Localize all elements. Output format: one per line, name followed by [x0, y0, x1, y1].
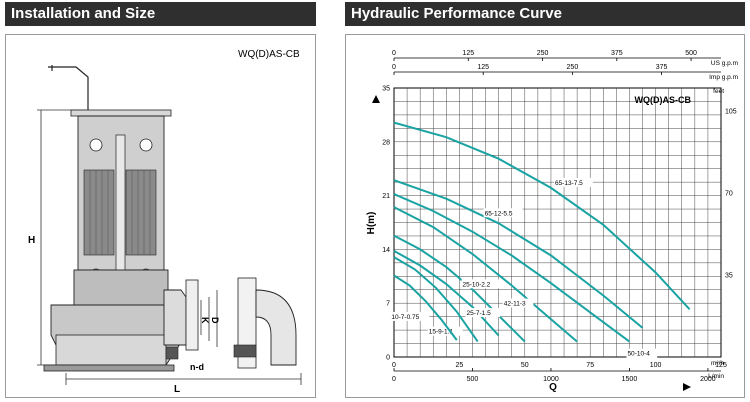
chart-series: 65-13-7.5 65-12-5.5 50-10-4 42-11-3 25-10-2.… [390, 121, 691, 358]
dim-label-n-d: n-d [190, 362, 204, 372]
performance-curve-25-10-2.2 [393, 234, 526, 343]
x-tick-label: 0 [392, 362, 396, 369]
chart-title: WQ(D)AS-CB [635, 95, 692, 105]
chart-axes: 0 25 50 75 100 125 0 500 1000 1500 2000 0 125 250 375 5… [382, 50, 750, 383]
dim-label-k: K [200, 317, 210, 324]
x-tick-label: 50 [521, 362, 529, 369]
y-unit-feet: feet [713, 88, 724, 95]
x-tick-label: 25 [456, 362, 464, 369]
x-axis-arrow [683, 383, 691, 391]
y-tick-label: 35 [382, 86, 390, 93]
y-tick-label: 28 [382, 139, 390, 146]
x-unit-m3h: m³/h [711, 360, 724, 367]
curve-label-25-10-2.2: 25-10-2.2 [462, 281, 490, 288]
curve-label-42-11-3: 42-11-3 [504, 301, 526, 308]
dim-label-h: H [28, 235, 35, 246]
x-tick-label: 75 [586, 362, 594, 369]
curve-label-15-9-1.1: 15-9-1.1 [429, 329, 454, 336]
curve-label-10-7-0.75: 10-7-0.75 [391, 314, 419, 321]
curve-label-background [626, 348, 658, 358]
installation-panel-title: Installation and Size [5, 2, 316, 26]
us-gpm-tick-label: 0 [392, 50, 396, 57]
curve-label-background [553, 177, 593, 187]
dim-label-d: D [210, 317, 220, 324]
performance-curve-65-13-7.5 [393, 121, 691, 310]
y-axis-label: H(m) [366, 212, 377, 235]
performance-panel-title: Hydraulic Performance Curve [345, 2, 745, 26]
x-unit-us-gpm: US g.p.m [711, 60, 738, 67]
x-tick-label: 125 [715, 362, 727, 369]
lmin-tick-label: 1000 [543, 376, 559, 383]
x-tick-label: 100 [650, 362, 662, 369]
feet-tick-label: 70 [725, 191, 733, 198]
y-tick-label: 21 [382, 193, 390, 200]
imp-gpm-tick-label: 250 [567, 64, 579, 71]
curve-label-background [390, 311, 430, 321]
curve-label-50-10-4: 50-10-4 [627, 351, 650, 358]
performance-curve-65-12-5.5 [393, 179, 644, 329]
performance-curve-50-10-4 [393, 193, 630, 343]
imp-gpm-tick-label: 0 [392, 64, 396, 71]
performance-chart-panel: 0 25 50 75 100 125 0 500 1000 1500 2000 0 125 250 375 5… [345, 34, 750, 398]
us-gpm-tick-label: 250 [537, 50, 549, 57]
performance-curve-42-11-3 [393, 206, 578, 343]
performance-curve-15-9-1.1 [393, 256, 479, 343]
imp-gpm-tick-label: 125 [477, 64, 489, 71]
curve-label-background [427, 326, 463, 336]
performance-curve-10-7-0.75 [393, 274, 458, 341]
curve-label-25-7-1.5: 25-7-1.5 [466, 310, 491, 317]
curve-label-background [465, 308, 501, 318]
us-gpm-tick-label: 125 [462, 50, 474, 57]
curve-label-background [461, 279, 501, 289]
dim-label-l: L [174, 384, 180, 395]
lmin-tick-label: 0 [392, 376, 396, 383]
drawing-model-label: WQ(D)AS-CB [238, 49, 300, 60]
lmin-tick-label: 2000 [700, 376, 716, 383]
x-axis-label: Q [549, 382, 557, 393]
chart-grid [393, 87, 722, 358]
us-gpm-tick-label: 375 [611, 50, 623, 57]
installation-drawing-panel: WQ(D)AS-CB H DN K D n-d L [5, 34, 316, 398]
lmin-tick-label: 1500 [622, 376, 638, 383]
pump-dimension-drawing: WQ(D)AS-CB H DN K D n-d L [28, 49, 302, 395]
y-tick-label: 7 [386, 301, 390, 308]
curve-label-65-12-5.5: 65-12-5.5 [485, 210, 513, 217]
lmin-tick-label: 500 [467, 376, 479, 383]
imp-gpm-tick-label: 375 [656, 64, 668, 71]
y-tick-label: 0 [386, 355, 390, 362]
y-axis-arrow [372, 95, 380, 103]
x-unit-imp-gpm: Imp g.p.m [709, 74, 738, 81]
curve-label-65-13-7.5: 65-13-7.5 [555, 180, 583, 187]
feet-tick-label: 35 [725, 273, 733, 280]
us-gpm-tick-label: 500 [685, 50, 697, 57]
feet-tick-label: 105 [725, 109, 737, 116]
x-unit-lmin: L/min [708, 373, 724, 380]
y-tick-label: 14 [382, 247, 390, 254]
curve-label-background [483, 208, 523, 218]
performance-curve-chart: 0 25 50 75 100 125 0 500 1000 1500 2000 0 125 250 375 5… [366, 50, 750, 393]
curve-label-background [502, 298, 534, 308]
